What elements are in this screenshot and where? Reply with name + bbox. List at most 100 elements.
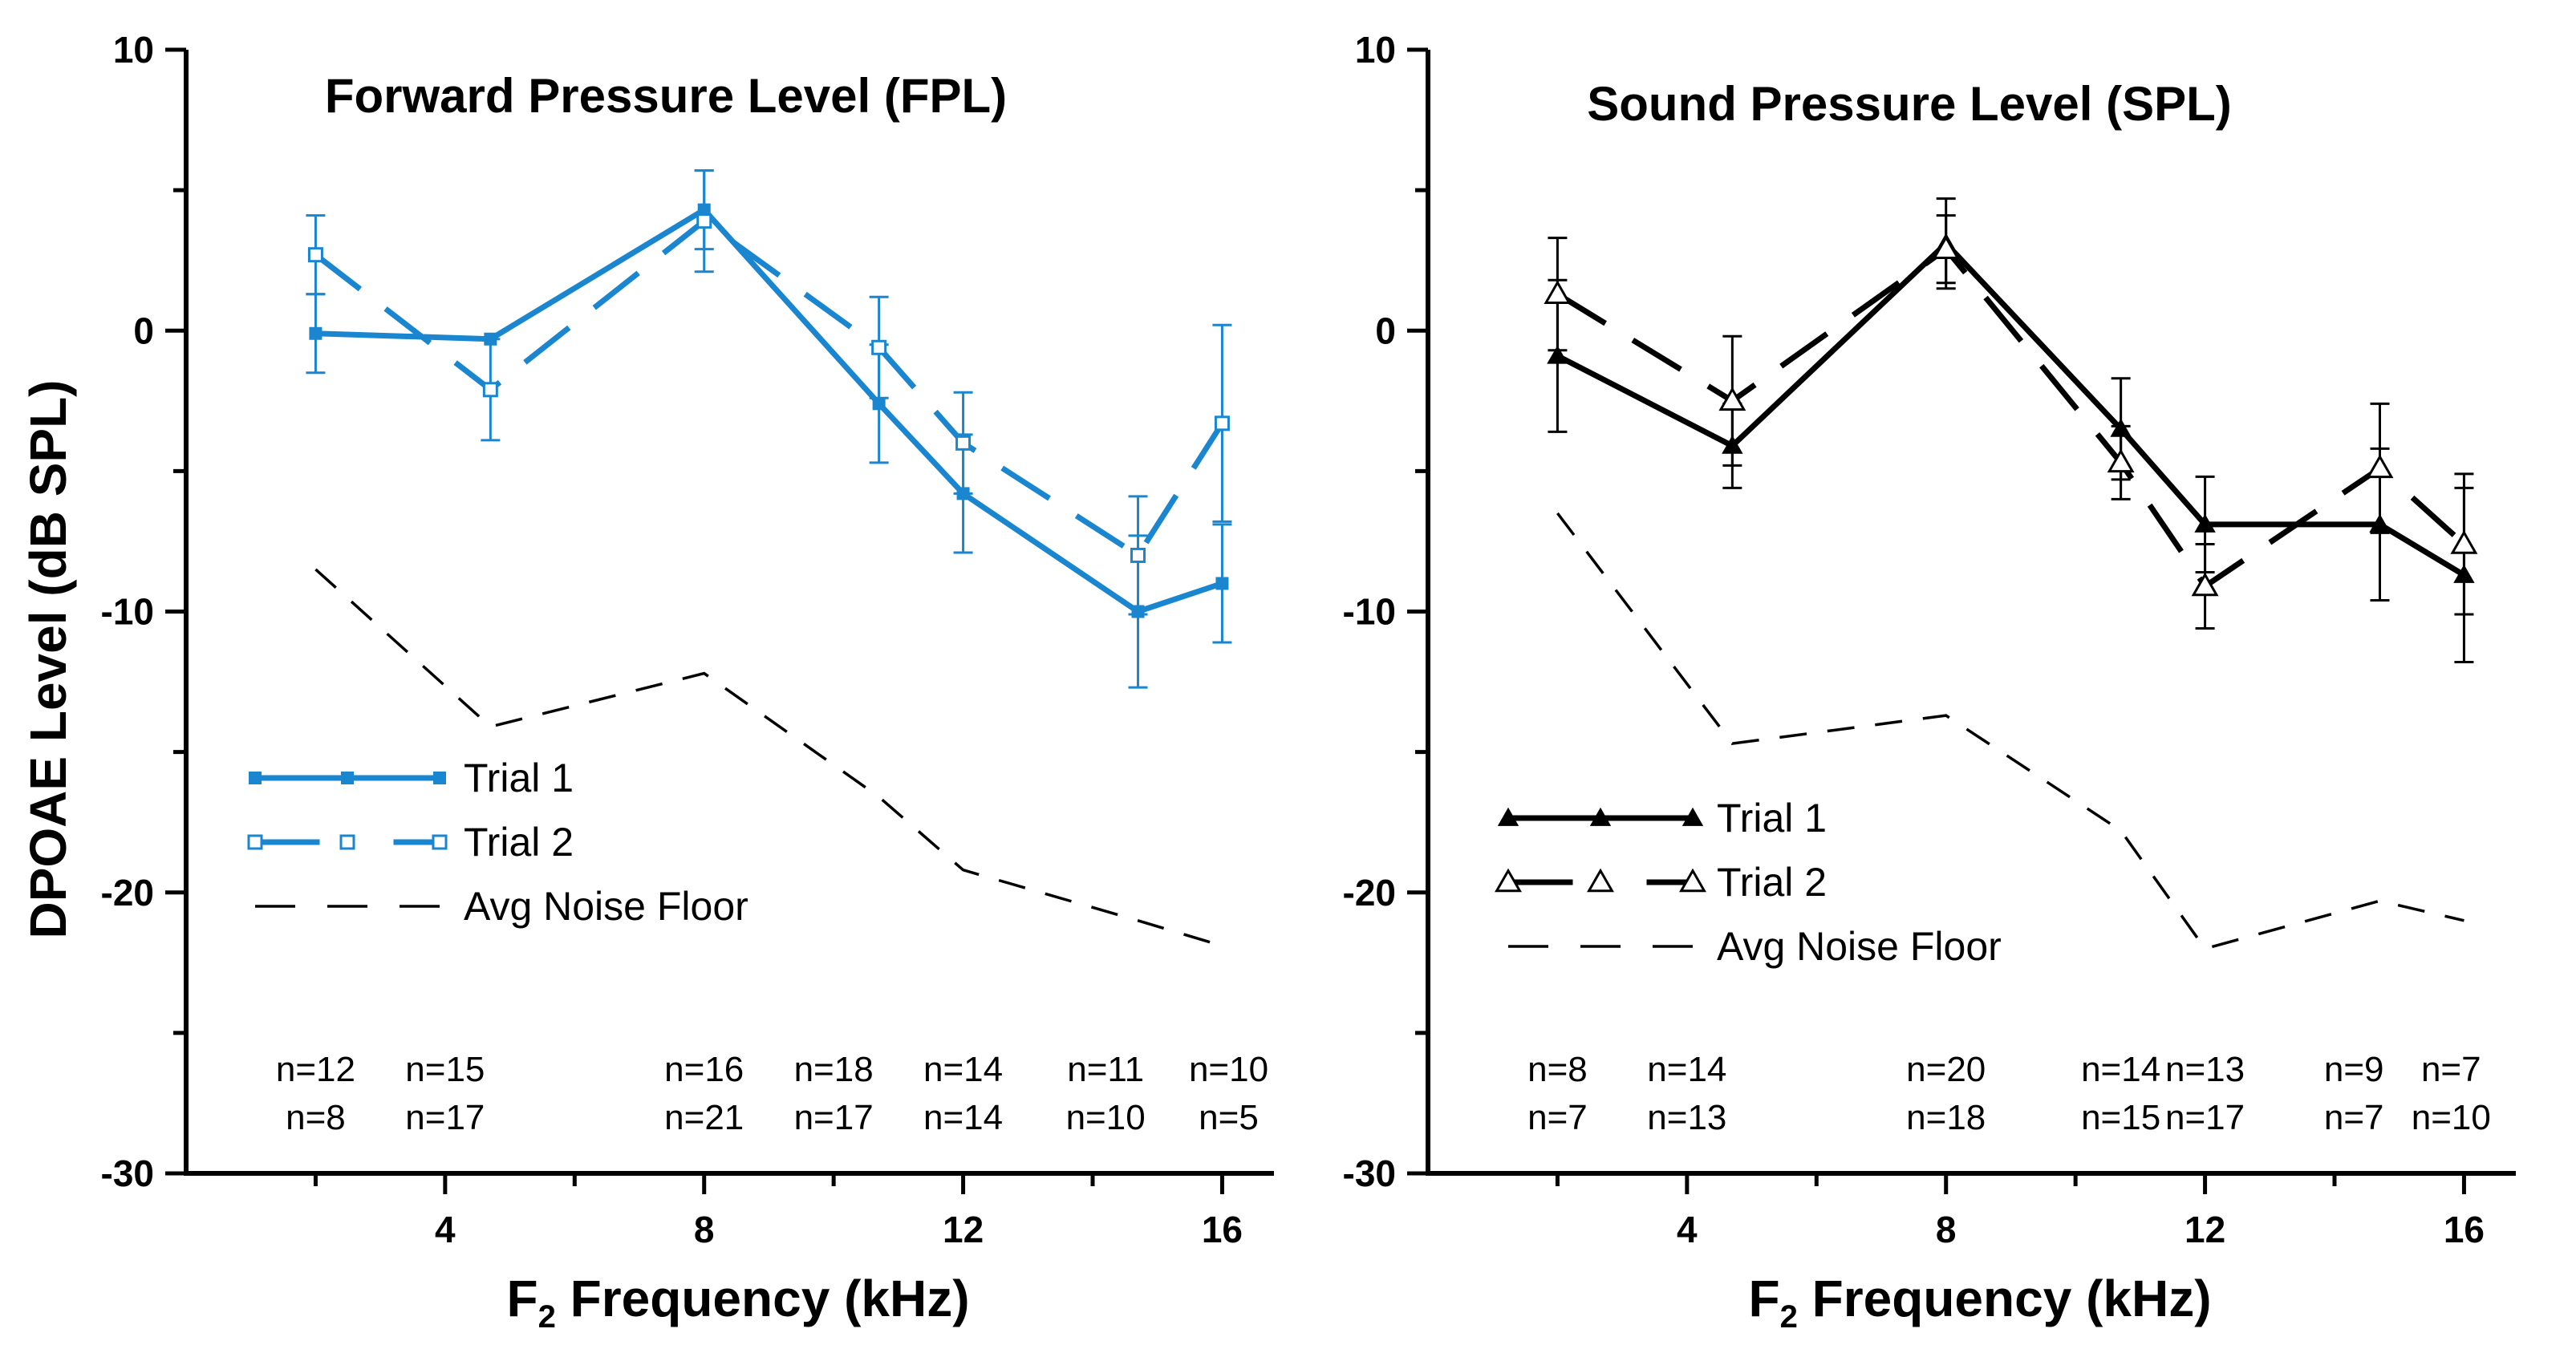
chart-title: Sound Pressure Level (SPL) xyxy=(1587,77,2232,131)
legend-label: Avg Noise Floor xyxy=(1717,924,2002,969)
series-3 xyxy=(1556,512,2464,950)
x-axis-title: F2 Frequency (kHz) xyxy=(1749,1270,2212,1335)
data-point xyxy=(1932,235,1960,259)
spl-panel: 10 0 -10 -20 -30 4 8 12 16 F2 Frequency (kHz) Soun… xyxy=(1343,29,2516,1335)
y-axis-title: DPOAE Level (dB SPL) xyxy=(19,380,77,939)
legend-marker xyxy=(341,772,354,784)
x-tick-label: 8 xyxy=(1936,1209,1957,1250)
data-point xyxy=(2450,530,2478,554)
n-label-trial2: n=17 xyxy=(405,1098,485,1137)
n-label-trial1: n=8 xyxy=(1527,1050,1588,1089)
fpl-panel: 10 0 -10 -20 -30 4 8 12 16 F2 Frequency (kHz) Forw… xyxy=(101,29,1274,1335)
n-label-trial1: n=10 xyxy=(1189,1050,1268,1089)
data-point xyxy=(872,397,886,411)
legend-marker xyxy=(1681,807,1704,826)
data-point xyxy=(871,339,887,355)
n-label-trial2: n=15 xyxy=(2081,1098,2160,1137)
y-tick-label: -20 xyxy=(1343,872,1396,914)
data-point xyxy=(696,213,712,229)
n-label-trial1: n=14 xyxy=(1647,1050,1726,1089)
n-label-trial1: n=16 xyxy=(664,1050,744,1089)
y-tick-label: -10 xyxy=(101,591,154,633)
y-tick-label: -30 xyxy=(1343,1153,1396,1194)
noise-floor-line xyxy=(1556,512,2464,950)
n-label-trial1: n=11 xyxy=(1067,1050,1144,1089)
legend-marker xyxy=(432,834,448,850)
legend-label: Trial 1 xyxy=(1717,796,1827,841)
y-tick-label: 0 xyxy=(1375,310,1396,351)
legend-marker xyxy=(1589,807,1612,826)
legend-marker xyxy=(249,772,262,784)
series-1 xyxy=(306,169,1232,689)
chart-title: Forward Pressure Level (FPL) xyxy=(325,69,1007,123)
x-tick-label: 8 xyxy=(694,1209,715,1250)
n-label-trial1: n=15 xyxy=(405,1050,485,1089)
data-point xyxy=(1544,280,1572,305)
x-tick-label: 16 xyxy=(1202,1209,1243,1250)
n-label-trial1: n=7 xyxy=(2421,1050,2481,1089)
legend-marker xyxy=(247,834,263,850)
y-tick-label: -30 xyxy=(101,1153,154,1194)
noise-floor-line xyxy=(314,568,1223,947)
n-label-trial1: n=18 xyxy=(794,1050,874,1089)
n-label-trial2: n=8 xyxy=(286,1098,346,1137)
legend-label: Avg Noise Floor xyxy=(464,884,748,929)
series-2 xyxy=(306,169,1232,616)
legend-label: Trial 1 xyxy=(464,756,574,800)
n-label-trial2: n=7 xyxy=(1527,1098,1588,1137)
series-line xyxy=(1556,241,2466,577)
n-label-trial1: n=12 xyxy=(276,1050,355,1089)
n-label-trial2: n=17 xyxy=(2165,1098,2245,1137)
n-label-trial2: n=18 xyxy=(1906,1098,1986,1137)
data-point xyxy=(2191,572,2219,597)
data-point xyxy=(482,382,498,398)
x-tick-label: 12 xyxy=(943,1209,984,1250)
x-tick-label: 12 xyxy=(2185,1209,2225,1250)
legend-marker xyxy=(1587,868,1614,893)
n-label-trial1: n=13 xyxy=(2165,1050,2245,1089)
data-point xyxy=(307,247,323,263)
n-label-trial1: n=14 xyxy=(923,1050,1003,1089)
series-3 xyxy=(314,568,1223,947)
data-point xyxy=(1718,387,1746,411)
series-2 xyxy=(1544,214,2478,630)
legend-marker xyxy=(339,834,355,850)
n-label-trial2: n=10 xyxy=(1066,1098,1146,1137)
y-tick-label: -10 xyxy=(1343,591,1396,633)
x-tick-label: 16 xyxy=(2444,1209,2485,1250)
n-label-trial1: n=20 xyxy=(1906,1050,1986,1089)
data-point xyxy=(1214,415,1230,431)
y-tick-label: 10 xyxy=(1355,29,1396,71)
legend-label: Trial 2 xyxy=(1717,860,1827,905)
x-tick-label: 4 xyxy=(435,1209,456,1250)
legend-marker xyxy=(1497,807,1519,826)
y-tick-label: 0 xyxy=(133,310,154,351)
legend-marker xyxy=(1679,868,1706,893)
n-label-trial2: n=10 xyxy=(2412,1098,2491,1137)
legend-marker xyxy=(433,772,446,784)
x-axis-title: F2 Frequency (kHz) xyxy=(507,1270,970,1335)
x-axis-title-main: F xyxy=(1749,1270,1780,1327)
n-label-trial2: n=21 xyxy=(664,1098,744,1137)
n-label-trial2: n=14 xyxy=(923,1098,1003,1137)
n-label-trial2: n=7 xyxy=(2324,1098,2384,1137)
y-tick-label: 10 xyxy=(113,29,154,71)
data-point xyxy=(1130,547,1146,563)
series-1 xyxy=(1547,197,2475,664)
y-tick-label: -20 xyxy=(101,872,154,914)
data-point xyxy=(2107,448,2135,473)
n-label-trial2: n=5 xyxy=(1199,1098,1259,1137)
x-axis-title-rest: Frequency (kHz) xyxy=(556,1270,970,1327)
legend: Trial 1 Trial 2 Avg Noise Floor xyxy=(247,756,748,929)
x-axis-title-subscript: 2 xyxy=(1780,1299,1798,1335)
legend-label: Trial 2 xyxy=(464,820,574,865)
n-label-trial2: n=13 xyxy=(1647,1098,1726,1137)
n-label-trial1: n=14 xyxy=(2081,1050,2160,1089)
n-label-trial1: n=9 xyxy=(2324,1050,2384,1089)
legend: Trial 1 Trial 2 Avg Noise Floor xyxy=(1495,796,2002,969)
x-axis-title-rest: Frequency (kHz) xyxy=(1798,1270,2212,1327)
series-line-dashed xyxy=(314,217,1225,560)
data-point xyxy=(1547,345,1568,364)
x-tick-label: 4 xyxy=(1677,1209,1698,1250)
